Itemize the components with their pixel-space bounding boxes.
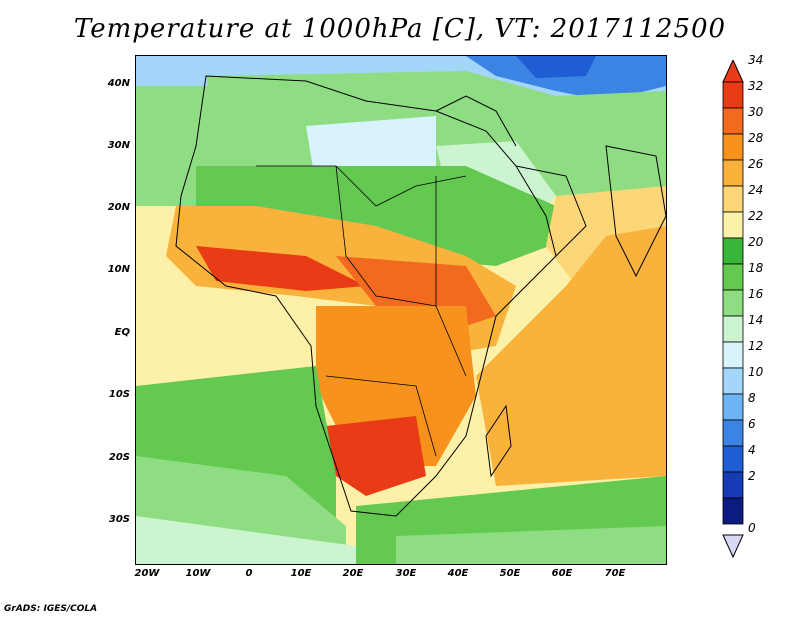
colorbar-label: 34: [748, 53, 764, 67]
colorbar-cell: [722, 81, 744, 109]
grads-credit: GrADS: IGES/COLA: [4, 604, 98, 614]
country-border: [435, 176, 467, 377]
y-tick-label: 30N: [107, 140, 130, 151]
colorbar-cell: [722, 367, 744, 395]
colorbar-label: 12: [748, 339, 764, 353]
colorbar-label: 24: [748, 183, 764, 197]
x-tick-label: 50E: [499, 568, 521, 579]
colorbar-cell: [722, 497, 744, 525]
x-tick-label: 60E: [551, 568, 573, 579]
x-tick-label: 10W: [185, 568, 211, 579]
mediterranean-coast: [435, 95, 517, 147]
colorbar-cell: [722, 315, 744, 343]
colorbar-cell: [722, 419, 744, 447]
south-africa-hot: [326, 416, 426, 496]
colorbar-label: 10: [748, 365, 764, 379]
y-tick-label: 20N: [107, 202, 130, 213]
y-tick-label: 10N: [107, 264, 130, 275]
colorbar-cell: [722, 159, 744, 187]
colorbar-bottom-arrow: [722, 534, 744, 559]
map-title: Temperature at 1000hPa [C], VT: 20171125…: [73, 14, 727, 44]
y-tick-label: 10S: [108, 389, 130, 400]
colorbar-label: 2: [748, 469, 756, 483]
colorbar-label: 8: [748, 391, 756, 405]
indian-ocean-warm: [476, 226, 666, 486]
x-tick-label: 10E: [290, 568, 312, 579]
colorbar-label: 26: [748, 157, 764, 171]
colorbar-label: 28: [748, 131, 764, 145]
colorbar-cell: [722, 393, 744, 421]
southern-ocean-cool: [396, 526, 666, 564]
colorbar-label: 0: [748, 521, 756, 535]
country-border: [325, 375, 437, 457]
north-cold-region: [466, 56, 666, 101]
country-border: [256, 165, 467, 207]
colorbar-label: 6: [748, 417, 756, 431]
y-tick-label: 20S: [108, 452, 130, 463]
y-tick-label: 30S: [108, 514, 130, 525]
colorbar-label: 18: [748, 261, 764, 275]
colorbar-cell: [722, 185, 744, 213]
colorbar-label: 4: [748, 443, 756, 457]
y-tick-label: EQ: [114, 327, 130, 338]
colorbar-cell: [722, 237, 744, 265]
colorbar-cell: [722, 445, 744, 473]
sahel-hot: [196, 246, 366, 291]
x-tick-label: 20W: [134, 568, 160, 579]
colorbar-cell: [722, 289, 744, 317]
colorbar: [722, 60, 744, 559]
x-tick-label: 20E: [342, 568, 364, 579]
colorbar-cell: [722, 107, 744, 135]
colorbar-label: 16: [748, 287, 764, 301]
country-border: [335, 165, 437, 307]
colorbar-label: 20: [748, 235, 764, 249]
temperature-map: [135, 55, 667, 565]
colorbar-label: 14: [748, 313, 764, 327]
north-coldest-region: [516, 56, 596, 78]
colorbar-cell: [722, 211, 744, 239]
colorbar-cell: [722, 263, 744, 291]
colorbar-cell: [722, 471, 744, 499]
madagascar-outline: [485, 404, 512, 478]
x-tick-label: 0: [245, 568, 253, 579]
x-tick-label: 70E: [604, 568, 626, 579]
colorbar-label: 30: [748, 105, 764, 119]
india-outline: [605, 145, 666, 278]
arabia-outline: [515, 165, 587, 257]
colorbar-label: 22: [748, 209, 764, 223]
x-tick-label: 30E: [395, 568, 417, 579]
africa-outline: [175, 75, 557, 517]
colorbar-label: 32: [748, 79, 764, 93]
y-tick-label: 40N: [107, 78, 130, 89]
colorbar-cell: [722, 133, 744, 161]
map-canvas: [136, 56, 666, 564]
x-tick-label: 40E: [447, 568, 469, 579]
colorbar-top-arrow: [722, 60, 744, 83]
colorbar-cells: [722, 81, 744, 525]
south-atlantic-cooler: [136, 516, 356, 564]
colorbar-cell: [722, 341, 744, 369]
